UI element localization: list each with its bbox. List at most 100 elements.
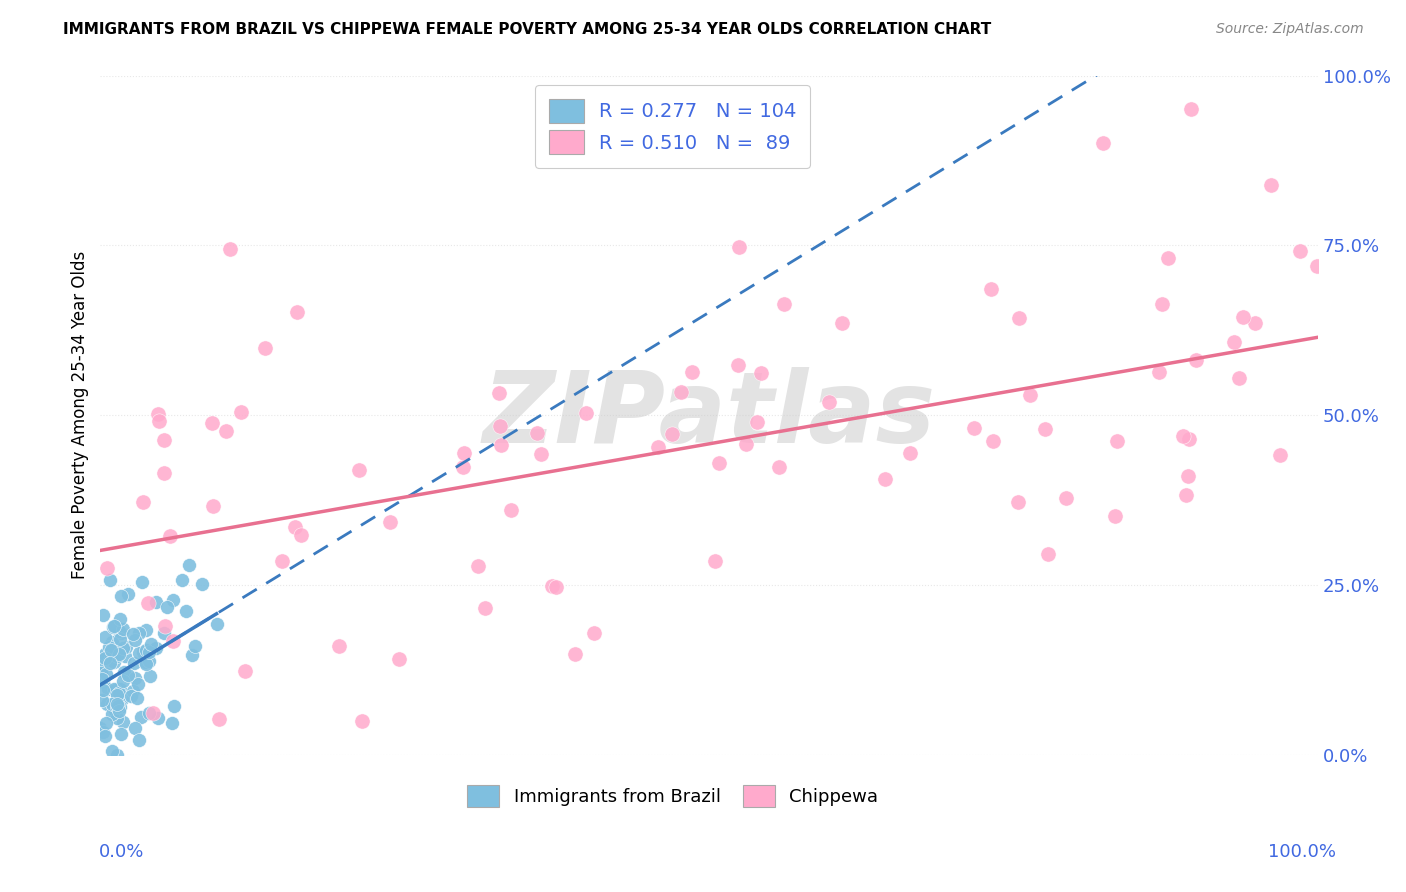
Point [108, 632, 131, 646]
Point [146, 407, 169, 421]
Point [233, 664, 256, 678]
Point [1104, 509, 1126, 524]
Point [170, 573, 193, 587]
Point [290, 528, 312, 542]
Point [1147, 365, 1170, 379]
Point [100, 643, 122, 657]
Point [128, 733, 150, 747]
Point [152, 466, 174, 480]
Point [94, 729, 117, 743]
Point [215, 424, 238, 438]
Point [388, 652, 411, 666]
Point [108, 647, 131, 661]
Point [100, 707, 122, 722]
Point [488, 418, 510, 433]
Point [111, 641, 134, 656]
Point [146, 711, 169, 725]
Point [114, 648, 136, 663]
Point [564, 648, 586, 662]
Point [128, 625, 150, 640]
Point [107, 624, 129, 638]
Point [98, 653, 121, 667]
Point [350, 714, 373, 728]
Point [124, 722, 146, 736]
Point [1268, 449, 1291, 463]
Point [135, 623, 157, 637]
Point [200, 417, 222, 431]
Point [378, 515, 401, 529]
Point [159, 528, 181, 542]
Point [1244, 316, 1267, 330]
Point [773, 297, 796, 311]
Point [1054, 491, 1077, 506]
Point [1223, 334, 1246, 349]
Point [205, 617, 228, 632]
Point [139, 669, 162, 683]
Point [105, 699, 128, 714]
Point [981, 434, 1004, 448]
Point [134, 655, 156, 669]
Point [100, 744, 122, 758]
Point [100, 652, 122, 666]
Point [1033, 422, 1056, 436]
Point [124, 671, 146, 685]
Point [131, 574, 153, 589]
Point [138, 706, 160, 720]
Point [131, 645, 153, 659]
Text: ZIPatlas: ZIPatlas [482, 367, 936, 464]
Point [451, 459, 474, 474]
Point [285, 305, 308, 319]
Point [103, 683, 125, 698]
Point [499, 503, 522, 517]
Point [145, 595, 167, 609]
Point [90, 666, 112, 681]
Point [117, 587, 139, 601]
Point [1157, 252, 1180, 266]
Point [156, 600, 179, 615]
Point [709, 456, 731, 470]
Point [1227, 370, 1250, 384]
Point [218, 242, 240, 256]
Point [1232, 310, 1254, 324]
Point [347, 463, 370, 477]
Point [467, 558, 489, 573]
Point [138, 645, 160, 659]
Point [526, 426, 548, 441]
Legend: Immigrants from Brazil, Chippewa: Immigrants from Brazil, Chippewa [460, 777, 886, 814]
Point [727, 240, 749, 254]
Point [105, 747, 128, 762]
Point [101, 635, 124, 649]
Point [103, 681, 125, 696]
Point [135, 643, 157, 657]
Point [93, 630, 115, 644]
Point [97, 649, 120, 664]
Point [135, 657, 157, 671]
Point [122, 683, 145, 698]
Point [489, 438, 512, 452]
Point [96, 666, 118, 681]
Point [97, 681, 120, 696]
Point [98, 573, 121, 587]
Point [184, 639, 207, 653]
Point [727, 358, 749, 372]
Point [704, 553, 727, 567]
Point [110, 691, 132, 706]
Point [541, 579, 564, 593]
Point [544, 580, 567, 594]
Point [1036, 547, 1059, 561]
Point [253, 341, 276, 355]
Point [1289, 244, 1312, 258]
Point [1091, 136, 1114, 150]
Point [125, 690, 148, 705]
Point [108, 704, 131, 718]
Point [108, 612, 131, 626]
Text: 100.0%: 100.0% [1268, 843, 1336, 861]
Point [107, 699, 129, 714]
Point [1007, 311, 1029, 326]
Text: Source: ZipAtlas.com: Source: ZipAtlas.com [1216, 22, 1364, 37]
Point [208, 712, 231, 726]
Point [107, 689, 129, 703]
Point [148, 414, 170, 428]
Point [91, 657, 114, 671]
Point [91, 607, 114, 622]
